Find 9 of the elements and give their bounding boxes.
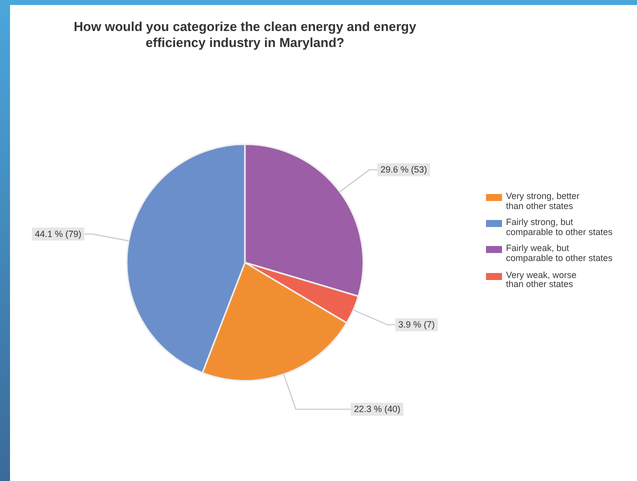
legend-label: Fairly strong, but comparable to other states: [506, 217, 613, 238]
legend-label: Very strong, better than other states: [506, 191, 580, 212]
data-label: 22.3 % (40): [354, 404, 400, 414]
data-label: 3.9 % (7): [398, 320, 435, 330]
legend-label: Fairly weak, but comparable to other states: [506, 243, 613, 264]
chart-title: How would you categorize the clean energy and energy efficiency industry in Maryland?: [72, 19, 418, 51]
legend-label: Very weak, worse than other states: [506, 270, 577, 290]
data-label: 29.6 % (53): [380, 164, 427, 175]
data-label: 44.1 % (79): [34, 229, 82, 240]
